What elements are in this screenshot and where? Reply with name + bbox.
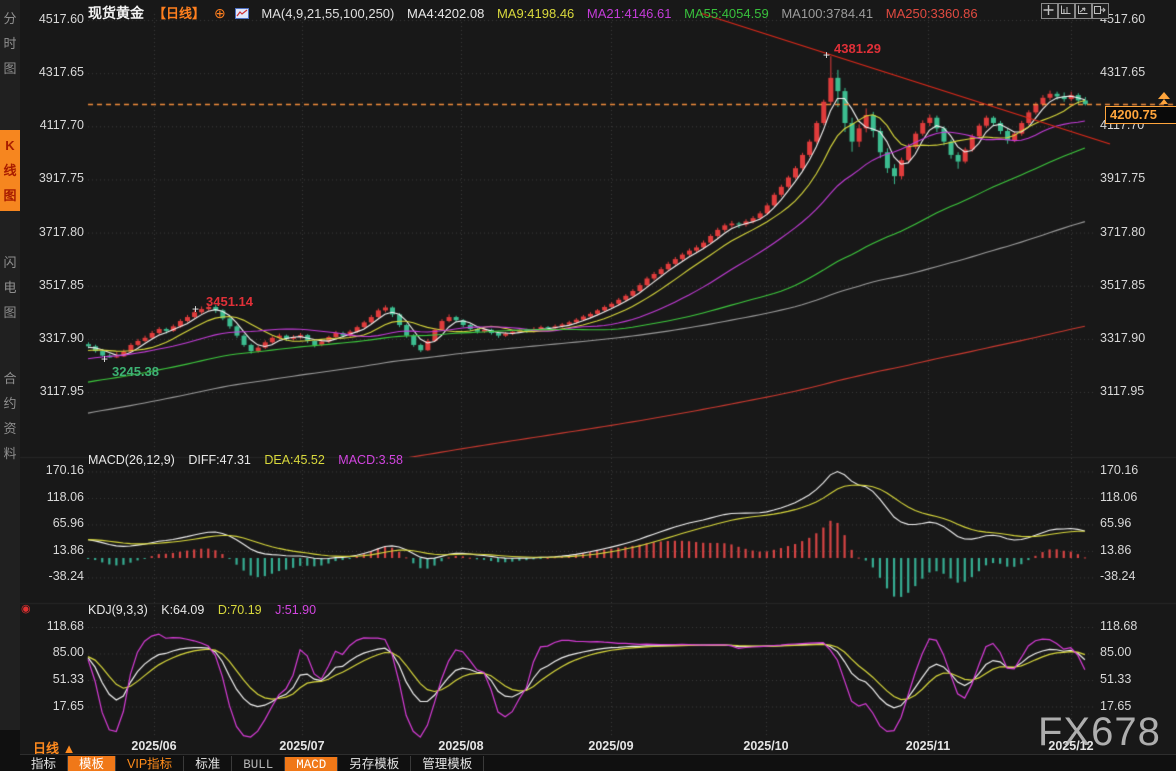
- toolbar-template-button[interactable]: 模板: [68, 756, 117, 771]
- kdj-d-value: D:70.19: [217, 603, 262, 617]
- kdj-axis-label-left: 85.00: [52, 645, 84, 660]
- peak-price-annotation: 4381.29: [834, 41, 881, 56]
- price-axis-label-left: 3117.95: [39, 384, 84, 399]
- toolbar-vip-indicator-button[interactable]: VIP指标: [116, 756, 185, 771]
- chart-header: 现货黄金 【日线】 ⊕ MA(4,9,21,55,100,250) MA4:4202…: [88, 3, 987, 23]
- shift-view-icon[interactable]: [1092, 3, 1109, 19]
- macd-axis-label-left: -38.24: [48, 569, 84, 584]
- macd-axis-label-left: 118.06: [46, 489, 84, 504]
- macd-axis-label-right: -38.24: [1100, 569, 1136, 584]
- price-axis-label-left: 4517.60: [38, 12, 84, 26]
- ma250-value: MA250:3360.86: [885, 6, 978, 21]
- kdj-axis-label-right: 85.00: [1100, 645, 1132, 660]
- kdj-axis-label-left: 51.33: [52, 671, 84, 686]
- price-axis-label-right: 3517.85: [1100, 277, 1146, 292]
- price-axis-label-left: 3917.75: [38, 171, 84, 186]
- ma55-value: MA55:4054.59: [684, 6, 769, 21]
- x-axis-date-label: 2025/06: [131, 739, 177, 753]
- price-axis-label-left: 4117.70: [39, 118, 84, 133]
- toolbar-standard-button[interactable]: 标准: [184, 756, 233, 771]
- price-axis-label-left: 3317.90: [38, 330, 84, 345]
- price-up-arrow-icon: [1158, 92, 1170, 99]
- peak-marker: +: [823, 48, 831, 62]
- kdj-axis-label-right: 17.65: [1100, 698, 1132, 713]
- x-axis-date-label: 2025/08: [438, 739, 484, 753]
- x-axis-date-label: 2025/09: [588, 739, 634, 753]
- symbol-name: 现货黄金: [88, 5, 144, 21]
- toolbar-bull-button[interactable]: BULL: [232, 757, 286, 771]
- toolbar-macd-button[interactable]: MACD: [285, 757, 339, 771]
- sidebar-item-kline-chart[interactable]: K线图: [0, 130, 20, 211]
- june-low-marker: +: [101, 352, 109, 366]
- ma100-value: MA100:3784.41: [781, 6, 874, 21]
- kdj-label-row: KDJ(9,3,3) K:64.09 D:70.19 J:51.90: [88, 603, 326, 617]
- price-axis-label-right: 3117.95: [1100, 384, 1145, 399]
- toolbar-manage-template-button[interactable]: 管理模板: [411, 756, 485, 771]
- left-sidebar: 分时图 K线图 闪电图 合约资料: [0, 0, 20, 730]
- price-axis-label-right: 3717.80: [1100, 224, 1146, 239]
- kdj-title: KDJ(9,3,3): [88, 603, 148, 617]
- macd-dea-value: DEA:45.52: [264, 453, 325, 467]
- kdj-k-value: K:64.09: [161, 603, 205, 617]
- macd-axis-label-right: 65.96: [1100, 516, 1132, 531]
- period-badge[interactable]: 【日线】: [153, 6, 206, 21]
- toolbar-indicator-button[interactable]: 指标: [20, 756, 69, 771]
- ma-settings-label: MA(4,9,21,55,100,250): [261, 6, 395, 21]
- mini-chart-icon[interactable]: [234, 6, 249, 21]
- macd-axis-label-right: 118.06: [1100, 489, 1138, 504]
- sidebar-item-contract-info[interactable]: 合约资料: [3, 371, 17, 461]
- kdj-axis-label-left: 17.65: [52, 698, 84, 713]
- price-axis-label-left: 3517.85: [38, 277, 84, 292]
- price-up-arrow-icon-small: [1160, 99, 1168, 104]
- kdj-axis-label-left: 118.68: [46, 618, 84, 633]
- sidebar-item-time-chart[interactable]: 分时图: [3, 11, 17, 76]
- macd-title: MACD(26,12,9): [88, 453, 175, 467]
- macd-macd-value: MACD:3.58: [338, 453, 403, 467]
- macd-axis-label-left: 13.86: [52, 542, 84, 557]
- ma4-value: MA4:4202.08: [406, 6, 485, 21]
- sidebar-item-flash-chart[interactable]: 闪电图: [3, 255, 17, 320]
- price-axis-label-right: 3317.90: [1100, 330, 1146, 345]
- june-high-marker: +: [192, 302, 200, 316]
- kdj-settings-icon[interactable]: ◉: [21, 603, 31, 615]
- kdj-axis-label-right: 51.33: [1100, 671, 1132, 686]
- price-axis-label-left: 4317.65: [38, 65, 84, 80]
- axis-arrow-icon[interactable]: [1075, 3, 1092, 19]
- price-axis-label-right: 4517.60: [1100, 12, 1146, 26]
- macd-label-row: MACD(26,12,9) DIFF:47.31 DEA:45.52 MACD:…: [88, 453, 413, 467]
- x-axis-date-label: 2025/07: [279, 739, 325, 753]
- price-axis-label-left: 3717.80: [38, 224, 84, 239]
- price-axis-label-right: 4317.65: [1100, 65, 1146, 80]
- price-axis-label-right: 3917.75: [1100, 171, 1146, 186]
- toolbar-save-template-button[interactable]: 另存模板: [338, 756, 412, 771]
- bottom-toolbar: 指标 模板 VIP指标 标准 BULL MACD 另存模板 管理模板: [20, 754, 1176, 771]
- ma9-value: MA9:4198.46: [496, 6, 575, 21]
- fx678-watermark: FX678: [1038, 710, 1161, 754]
- ma21-value: MA21:4146.61: [586, 6, 672, 21]
- june-high-annotation: 3451.14: [206, 294, 253, 309]
- x-axis-date-label: 2025/11: [905, 739, 951, 753]
- macd-axis-label-left: 170.16: [45, 463, 84, 478]
- macd-axis-label-left: 65.96: [52, 516, 84, 531]
- x-axis-date-label: 2025/12: [1048, 739, 1094, 753]
- x-axis-date-label: 2025/10: [743, 739, 789, 753]
- last-price-tag: 4200.75: [1105, 106, 1176, 124]
- macd-diff-value: DIFF:47.31: [188, 453, 251, 467]
- axis-scale-icon[interactable]: [1058, 3, 1075, 19]
- add-circle-icon[interactable]: ⊕: [214, 5, 226, 21]
- kdj-j-value: J:51.90: [275, 603, 317, 617]
- macd-axis-label-right: 170.16: [1100, 463, 1139, 478]
- june-low-annotation: 3245.38: [112, 364, 159, 379]
- kdj-axis-label-right: 118.68: [1100, 618, 1138, 633]
- macd-axis-label-right: 13.86: [1100, 542, 1132, 557]
- pan-move-icon[interactable]: [1041, 3, 1058, 19]
- interval-selector[interactable]: 日线 ▲: [33, 741, 76, 756]
